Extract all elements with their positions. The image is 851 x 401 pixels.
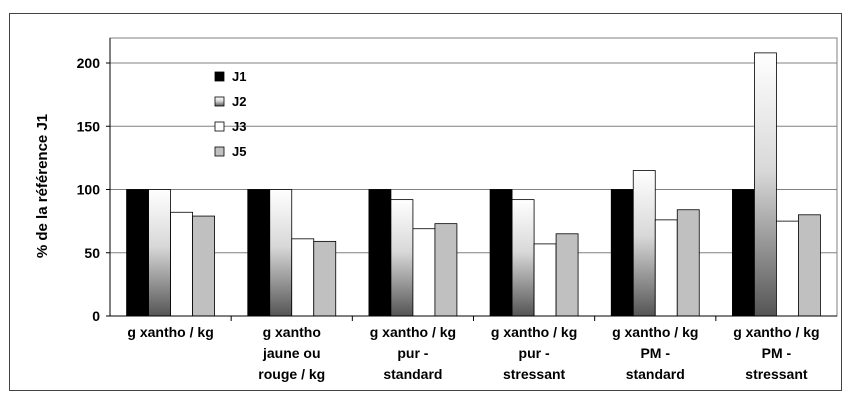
legend-swatch-j5: [214, 146, 225, 157]
x-category-label: rouge / kg: [258, 366, 325, 382]
x-axis-categories: g xantho / kg g xantho jaune ou rouge / kg g…: [127, 316, 820, 382]
x-category-label: g xantho / kg: [370, 324, 456, 340]
x-category-label: PM -: [640, 345, 670, 361]
bar-j2-cat6: [754, 52, 777, 317]
x-category-label: stressant: [503, 366, 566, 382]
bar-j5-cat2: [313, 240, 337, 317]
bar-j2-cat4: [511, 199, 535, 317]
legend-swatch-j3: [214, 121, 225, 132]
bar-j1-cat6: [732, 189, 755, 317]
bar-j1-cat3: [368, 189, 392, 317]
x-category-label: pur -: [397, 345, 428, 361]
x-category-label: stressant: [745, 366, 808, 382]
bar-j3-cat3: [412, 228, 436, 317]
x-category-label: standard: [626, 366, 685, 382]
x-category-label: g xantho / kg: [491, 324, 577, 340]
bar-j3-cat1: [170, 211, 193, 317]
bar-j5-cat4: [555, 233, 579, 317]
x-category-label: g xantho / kg: [612, 324, 698, 340]
bar-j1-cat1: [126, 189, 149, 317]
legend-swatch-j1: [214, 71, 225, 82]
bar-j2-cat1: [148, 189, 171, 317]
legend-label-j2: J2: [232, 94, 246, 109]
bar-j5-cat5: [676, 209, 700, 317]
y-tick-label: 0: [92, 308, 100, 324]
bar-j3-cat5: [654, 219, 678, 317]
bar-j2-cat5: [632, 170, 656, 317]
x-category-label: standard: [383, 366, 442, 382]
bar-j3-cat6: [776, 220, 799, 317]
bar-j5-cat3: [434, 223, 458, 317]
bar-j5-cat6: [798, 214, 821, 317]
bar-j3-cat2: [291, 238, 315, 317]
bars-group: [126, 52, 821, 317]
plot-area: [109, 37, 838, 317]
x-category-label: g xantho / kg: [127, 324, 213, 340]
y-axis-label: % de la référence J1: [34, 114, 51, 258]
bar-j1-cat2: [247, 189, 271, 317]
x-category-label: PM -: [762, 345, 792, 361]
x-category-label: g xantho / kg: [733, 324, 819, 340]
legend-label-j1: J1: [232, 69, 246, 84]
bar-j5-cat1: [192, 215, 215, 317]
legend: J1 J2 J3 J5: [214, 69, 246, 159]
bar-j1-cat5: [610, 189, 634, 317]
x-category-label: g xantho: [263, 324, 321, 340]
bar-j1-cat4: [489, 189, 513, 317]
gridlines: [110, 62, 837, 254]
y-tick-label: 100: [77, 182, 101, 198]
legend-label-j3: J3: [232, 119, 246, 134]
y-tick-label: 200: [77, 55, 101, 71]
y-tick-label: 150: [77, 118, 101, 134]
x-category-label: jaune ou: [262, 345, 321, 361]
y-tick-label: 50: [84, 245, 100, 261]
bar-j2-cat3: [390, 199, 414, 317]
legend-swatch-j2: [214, 96, 225, 107]
bar-j3-cat4: [533, 243, 557, 317]
bar-j2-cat2: [269, 189, 293, 317]
legend-label-j5: J5: [232, 144, 246, 159]
x-category-label: pur -: [519, 345, 550, 361]
